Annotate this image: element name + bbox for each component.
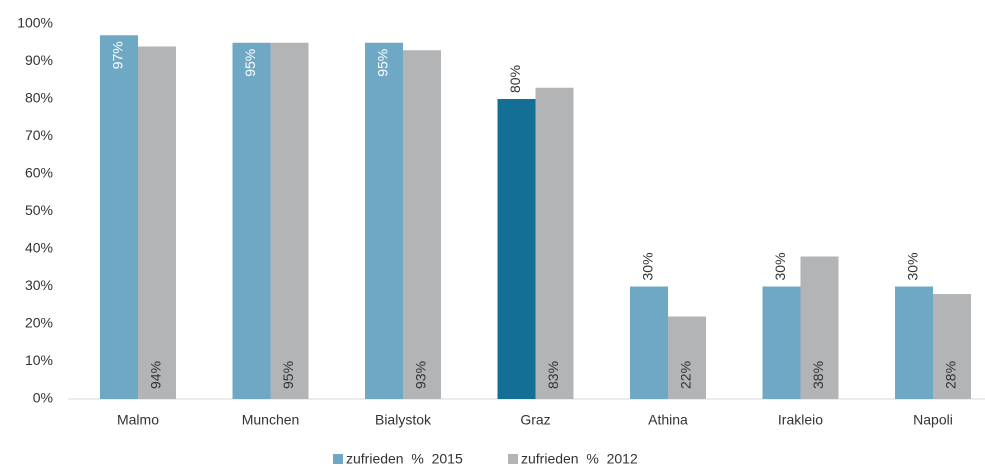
bar — [762, 286, 801, 399]
data-label: 83% — [545, 361, 561, 389]
y-tick-label: 0% — [33, 390, 53, 406]
bar — [232, 42, 271, 399]
y-tick-label: 100% — [17, 15, 53, 31]
x-tick-label: Bialystok — [375, 412, 432, 428]
bar — [668, 316, 706, 399]
x-tick-label: Graz — [520, 412, 550, 428]
data-label: 95% — [242, 49, 258, 77]
legend-swatch — [508, 454, 518, 464]
bar — [800, 256, 839, 399]
x-tick-label: Munchen — [242, 412, 300, 428]
y-tick-label: 80% — [25, 90, 53, 106]
bar — [365, 42, 403, 399]
data-label: 38% — [810, 361, 826, 389]
bar — [630, 286, 668, 399]
bar — [895, 286, 933, 399]
x-tick-label: Napoli — [913, 412, 953, 428]
data-label: 22% — [678, 361, 694, 389]
y-tick-label: 70% — [25, 127, 53, 143]
data-label: 94% — [148, 361, 164, 389]
data-label: 30% — [640, 252, 656, 280]
legend-label: zufrieden % 2012 — [521, 451, 638, 466]
y-tick-label: 50% — [25, 202, 53, 218]
data-label: 28% — [943, 361, 959, 389]
bar — [933, 294, 971, 399]
data-label: 30% — [905, 252, 921, 280]
bar — [497, 99, 536, 399]
y-tick-label: 40% — [25, 240, 53, 256]
x-tick-label: Athina — [648, 412, 688, 428]
y-tick-label: 60% — [25, 165, 53, 181]
y-tick-label: 10% — [25, 352, 53, 368]
y-tick-label: 20% — [25, 315, 53, 331]
y-tick-label: 30% — [25, 277, 53, 293]
legend-swatch — [333, 454, 343, 464]
data-label: 93% — [413, 361, 429, 389]
bar — [535, 87, 574, 399]
data-label: 97% — [110, 41, 126, 69]
bar — [403, 50, 441, 399]
bar — [100, 35, 138, 399]
data-label: 95% — [375, 49, 391, 77]
bar — [138, 46, 176, 399]
data-label: 95% — [280, 361, 296, 389]
y-tick-label: 90% — [25, 52, 53, 68]
data-label: 80% — [507, 65, 523, 93]
bar — [270, 42, 309, 399]
legend-label: zufrieden % 2015 — [346, 451, 463, 466]
x-tick-label: Irakleio — [778, 412, 823, 428]
data-label: 30% — [772, 252, 788, 280]
x-tick-label: Malmo — [117, 412, 159, 428]
